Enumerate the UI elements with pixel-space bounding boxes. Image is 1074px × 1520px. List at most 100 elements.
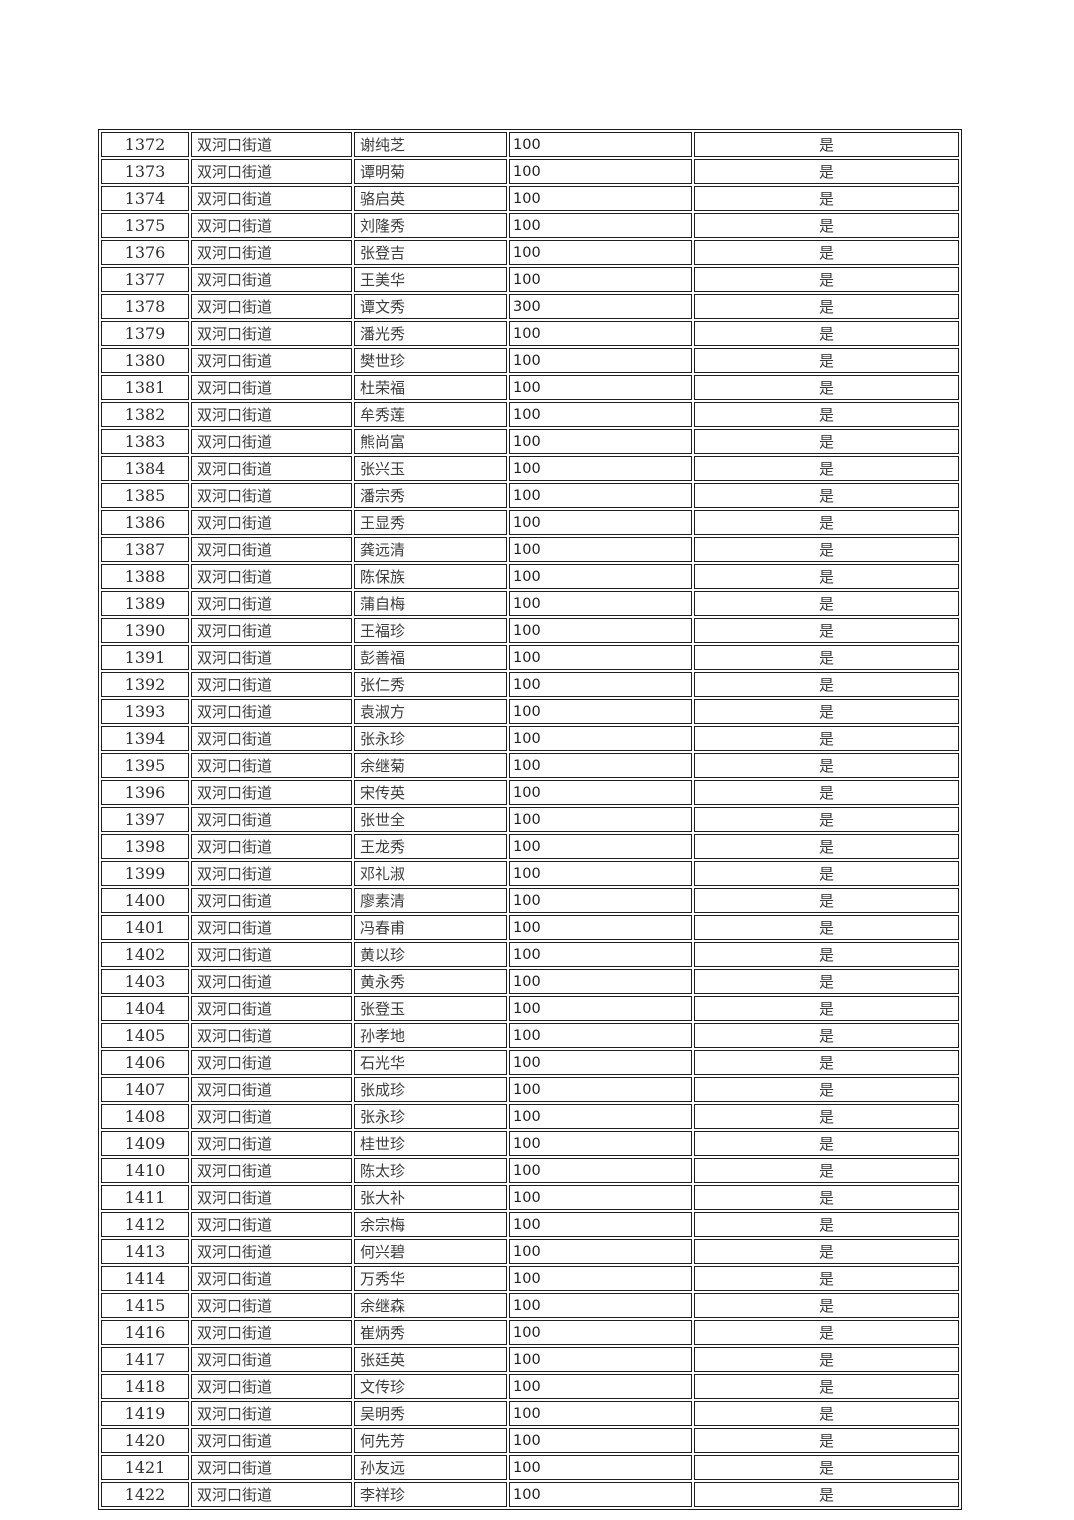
amount-cell: 100 (509, 969, 692, 994)
amount-cell: 100 (509, 1428, 692, 1453)
issued-flag-cell: 是 (694, 807, 959, 832)
issued-flag-cell: 是 (694, 1185, 959, 1210)
issued-flag-cell: 是 (694, 1050, 959, 1075)
amount-cell: 100 (509, 1239, 692, 1264)
district-cell: 双河口街道 (191, 1320, 352, 1345)
district-cell: 双河口街道 (191, 1185, 352, 1210)
person-name-cell: 张成珍 (354, 1077, 507, 1102)
row-number-cell: 1401 (101, 915, 189, 940)
row-number-cell: 1374 (101, 186, 189, 211)
person-name-cell: 张大补 (354, 1185, 507, 1210)
amount-cell: 100 (509, 726, 692, 751)
table-row: 1385 双河口街道 潘宗秀 100 是 (101, 483, 959, 508)
row-number-cell: 1380 (101, 348, 189, 373)
person-name-cell: 王美华 (354, 267, 507, 292)
district-cell: 双河口街道 (191, 1158, 352, 1183)
row-number-cell: 1411 (101, 1185, 189, 1210)
row-number-cell: 1416 (101, 1320, 189, 1345)
issued-flag-cell: 是 (694, 1158, 959, 1183)
district-cell: 双河口街道 (191, 429, 352, 454)
district-cell: 双河口街道 (191, 942, 352, 967)
issued-flag-cell: 是 (694, 861, 959, 886)
table-row: 1403 双河口街道 黄永秀 100 是 (101, 969, 959, 994)
table-row: 1405 双河口街道 孙孝地 100 是 (101, 1023, 959, 1048)
issued-flag-cell: 是 (694, 186, 959, 211)
row-number-cell: 1409 (101, 1131, 189, 1156)
row-number-cell: 1395 (101, 753, 189, 778)
person-name-cell: 陈太珍 (354, 1158, 507, 1183)
person-name-cell: 张世全 (354, 807, 507, 832)
table-row: 1411 双河口街道 张大补 100 是 (101, 1185, 959, 1210)
issued-flag-cell: 是 (694, 1239, 959, 1264)
person-name-cell: 张登玉 (354, 996, 507, 1021)
district-cell: 双河口街道 (191, 537, 352, 562)
row-number-cell: 1397 (101, 807, 189, 832)
person-name-cell: 何先芳 (354, 1428, 507, 1453)
table-row: 1404 双河口街道 张登玉 100 是 (101, 996, 959, 1021)
person-name-cell: 余宗梅 (354, 1212, 507, 1237)
table-row: 1396 双河口街道 宋传英 100 是 (101, 780, 959, 805)
district-cell: 双河口街道 (191, 1212, 352, 1237)
issued-flag-cell: 是 (694, 618, 959, 643)
person-name-cell: 余继森 (354, 1293, 507, 1318)
table-row: 1414 双河口街道 万秀华 100 是 (101, 1266, 959, 1291)
district-cell: 双河口街道 (191, 321, 352, 346)
table-row: 1390 双河口街道 王福珍 100 是 (101, 618, 959, 643)
issued-flag-cell: 是 (694, 159, 959, 184)
table-row: 1418 双河口街道 文传珍 100 是 (101, 1374, 959, 1399)
row-number-cell: 1410 (101, 1158, 189, 1183)
district-cell: 双河口街道 (191, 1482, 352, 1507)
issued-flag-cell: 是 (694, 1401, 959, 1426)
amount-cell: 100 (509, 1293, 692, 1318)
person-name-cell: 廖素清 (354, 888, 507, 913)
person-name-cell: 张登吉 (354, 240, 507, 265)
person-name-cell: 龚远清 (354, 537, 507, 562)
district-cell: 双河口街道 (191, 1050, 352, 1075)
table-row: 1410 双河口街道 陈太珍 100 是 (101, 1158, 959, 1183)
district-cell: 双河口街道 (191, 726, 352, 751)
row-number-cell: 1408 (101, 1104, 189, 1129)
amount-cell: 100 (509, 753, 692, 778)
table-row: 1421 双河口街道 孙友远 100 是 (101, 1455, 959, 1480)
district-cell: 双河口街道 (191, 402, 352, 427)
table-row: 1420 双河口街道 何先芳 100 是 (101, 1428, 959, 1453)
amount-cell: 100 (509, 699, 692, 724)
table-row: 1394 双河口街道 张永珍 100 是 (101, 726, 959, 751)
person-name-cell: 刘隆秀 (354, 213, 507, 238)
row-number-cell: 1398 (101, 834, 189, 859)
row-number-cell: 1405 (101, 1023, 189, 1048)
issued-flag-cell: 是 (694, 1347, 959, 1372)
table-row: 1391 双河口街道 彭善福 100 是 (101, 645, 959, 670)
district-cell: 双河口街道 (191, 807, 352, 832)
issued-flag-cell: 是 (694, 1023, 959, 1048)
amount-cell: 100 (509, 888, 692, 913)
amount-cell: 100 (509, 1266, 692, 1291)
district-cell: 双河口街道 (191, 1428, 352, 1453)
issued-flag-cell: 是 (694, 213, 959, 238)
person-name-cell: 黄永秀 (354, 969, 507, 994)
district-cell: 双河口街道 (191, 915, 352, 940)
row-number-cell: 1418 (101, 1374, 189, 1399)
person-name-cell: 张兴玉 (354, 456, 507, 481)
row-number-cell: 1388 (101, 564, 189, 589)
amount-cell: 100 (509, 564, 692, 589)
amount-cell: 100 (509, 1347, 692, 1372)
district-cell: 双河口街道 (191, 618, 352, 643)
row-number-cell: 1419 (101, 1401, 189, 1426)
issued-flag-cell: 是 (694, 996, 959, 1021)
issued-flag-cell: 是 (694, 726, 959, 751)
row-number-cell: 1393 (101, 699, 189, 724)
amount-cell: 100 (509, 1212, 692, 1237)
person-name-cell: 宋传英 (354, 780, 507, 805)
amount-cell: 100 (509, 132, 692, 157)
row-number-cell: 1420 (101, 1428, 189, 1453)
person-name-cell: 余继菊 (354, 753, 507, 778)
issued-flag-cell: 是 (694, 1374, 959, 1399)
table-row: 1383 双河口街道 熊尚富 100 是 (101, 429, 959, 454)
person-name-cell: 谢纯芝 (354, 132, 507, 157)
district-cell: 双河口街道 (191, 294, 352, 319)
person-name-cell: 孙孝地 (354, 1023, 507, 1048)
amount-cell: 100 (509, 429, 692, 454)
issued-flag-cell: 是 (694, 348, 959, 373)
